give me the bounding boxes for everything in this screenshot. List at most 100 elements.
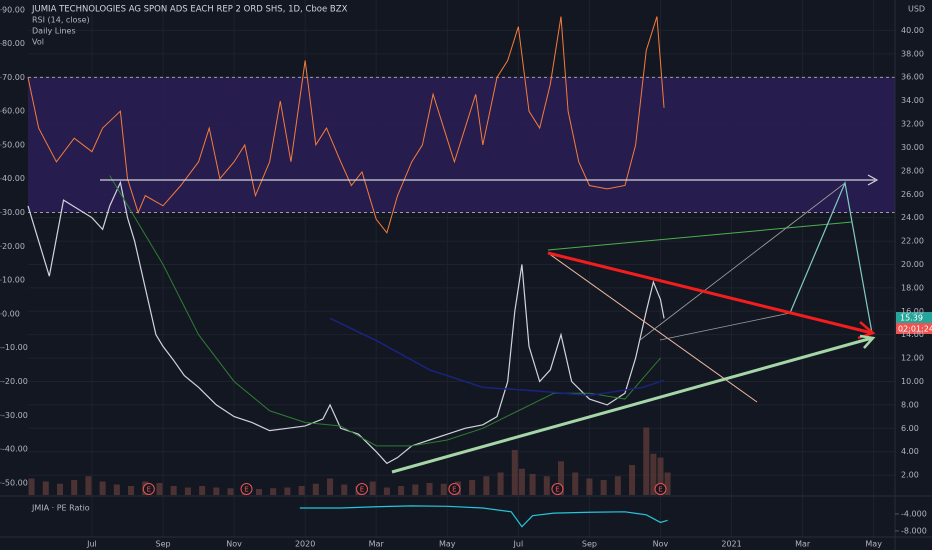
x-tick-label: Sep — [155, 540, 170, 549]
y2-tick-label: 36.00 — [901, 73, 924, 82]
y2-tick-label: 16.00 — [901, 307, 924, 316]
volume-bar — [383, 487, 390, 495]
volume-bar — [614, 476, 621, 495]
x-tick-label: Nov — [653, 540, 669, 549]
volume-bar — [327, 478, 334, 495]
volume-bar — [518, 468, 525, 495]
indicator-label: Vol — [32, 38, 44, 47]
x-tick-label: Sep — [582, 540, 597, 549]
y-tick-label: 60.00 — [2, 107, 25, 116]
earnings-label: E — [360, 486, 364, 494]
volume-bar — [270, 488, 277, 495]
volume-bar — [128, 486, 135, 495]
volume-bar — [341, 484, 348, 495]
y2-tick-label: 14.00 — [901, 330, 924, 339]
earnings-marker — [654, 483, 667, 495]
earnings-label: E — [244, 486, 248, 494]
y2-tick-label: 4.00 — [901, 447, 919, 456]
y2-tick-label: 40.00 — [901, 26, 924, 35]
volume-bar — [298, 486, 305, 495]
volume-bar — [284, 487, 291, 495]
y-tick-label: 80.00 — [2, 39, 25, 48]
y2-tick-label: 12.00 — [901, 354, 924, 363]
price-tag — [896, 312, 932, 323]
y2-tick-label: 18.00 — [901, 283, 924, 292]
volume-bar — [529, 474, 536, 495]
volume-bar — [650, 453, 657, 495]
line-series — [27, 180, 665, 465]
earnings-label: E — [555, 486, 559, 494]
volume-bar — [643, 427, 650, 495]
currency[interactable]: USD — [908, 5, 925, 14]
volume-bar — [113, 484, 120, 495]
y-tick-label: 40.00 — [2, 174, 25, 183]
y-tick-label: 10.00 — [2, 276, 25, 285]
trend-line — [659, 312, 791, 341]
pe-tick-label: -4.000 — [901, 509, 927, 518]
last-price: 15.39 — [900, 314, 923, 323]
zigzag — [789, 180, 873, 334]
earnings-label: E — [658, 486, 662, 494]
volume-bar — [543, 476, 550, 495]
y2-tick-label: 24.00 — [901, 213, 924, 222]
y-tick-label: -30.00 — [2, 411, 28, 420]
y2-tick-label: 20.00 — [901, 260, 924, 269]
countdown: 02:01:24 — [898, 325, 932, 334]
arrow-head — [867, 174, 879, 186]
earnings-marker — [448, 483, 461, 495]
rsi-band — [28, 77, 895, 213]
y2-tick-label: 10.00 — [901, 377, 924, 386]
volume-bar — [600, 480, 607, 495]
y2-tick-label: 2.00 — [901, 471, 919, 480]
x-tick-label: 2020 — [295, 540, 315, 549]
volume-bar — [312, 483, 319, 495]
volume-bar — [657, 457, 664, 495]
volume-bar — [483, 476, 490, 495]
y2-tick-label: 6.00 — [901, 424, 919, 433]
volume-bar — [511, 450, 518, 495]
volume-bar — [156, 483, 163, 495]
y-tick-label: -40.00 — [2, 445, 28, 454]
trend-line — [639, 182, 846, 341]
earnings-label: E — [147, 486, 151, 494]
volume-bar — [426, 483, 433, 495]
pe-tick-label: -8.000 — [901, 526, 927, 535]
y2-tick-label: 26.00 — [901, 190, 924, 199]
y2-tick-label: 30.00 — [901, 143, 924, 152]
x-tick-label: Mar — [795, 540, 811, 549]
volume-bar — [557, 461, 564, 495]
support-line — [391, 336, 873, 474]
line-series — [109, 175, 661, 447]
volume-bar — [369, 481, 376, 495]
y2-tick-label: 22.00 — [901, 237, 924, 246]
trend-line — [547, 221, 853, 251]
trend-arrow — [547, 252, 758, 403]
indicator-label: RSI (14, close) — [32, 16, 90, 25]
resistance-line — [547, 251, 873, 335]
y-tick-label: 20.00 — [2, 242, 25, 251]
y-tick-label: 90.00 — [2, 5, 25, 14]
volume-bar — [586, 478, 593, 495]
volume-bar — [99, 481, 106, 495]
x-tick-label: Mar — [369, 540, 385, 549]
volume-bar — [227, 488, 234, 495]
earnings-marker — [240, 483, 253, 495]
y-tick-label: 70.00 — [2, 73, 25, 82]
volume-bar — [85, 476, 92, 495]
chart-title: JUMIA TECHNOLOGIES AG SPON ADS EACH REP … — [31, 5, 348, 15]
y2-tick-label: 38.00 — [901, 49, 924, 58]
x-tick-label: May — [865, 540, 882, 549]
pe-title: JMIA · PE Ratio — [31, 504, 90, 513]
earnings-label: E — [452, 486, 456, 494]
volume-bar — [184, 487, 191, 495]
indicator-label: Daily Lines — [32, 27, 76, 36]
y2-tick-label: 28.00 — [901, 166, 924, 175]
volume-bar — [572, 472, 579, 495]
volume-bar — [42, 481, 49, 495]
volume-bar — [497, 472, 504, 495]
earnings-marker — [356, 483, 369, 495]
volume-bar — [629, 465, 636, 495]
y-tick-label: 30.00 — [2, 208, 25, 217]
x-tick-label: Jul — [86, 540, 97, 549]
